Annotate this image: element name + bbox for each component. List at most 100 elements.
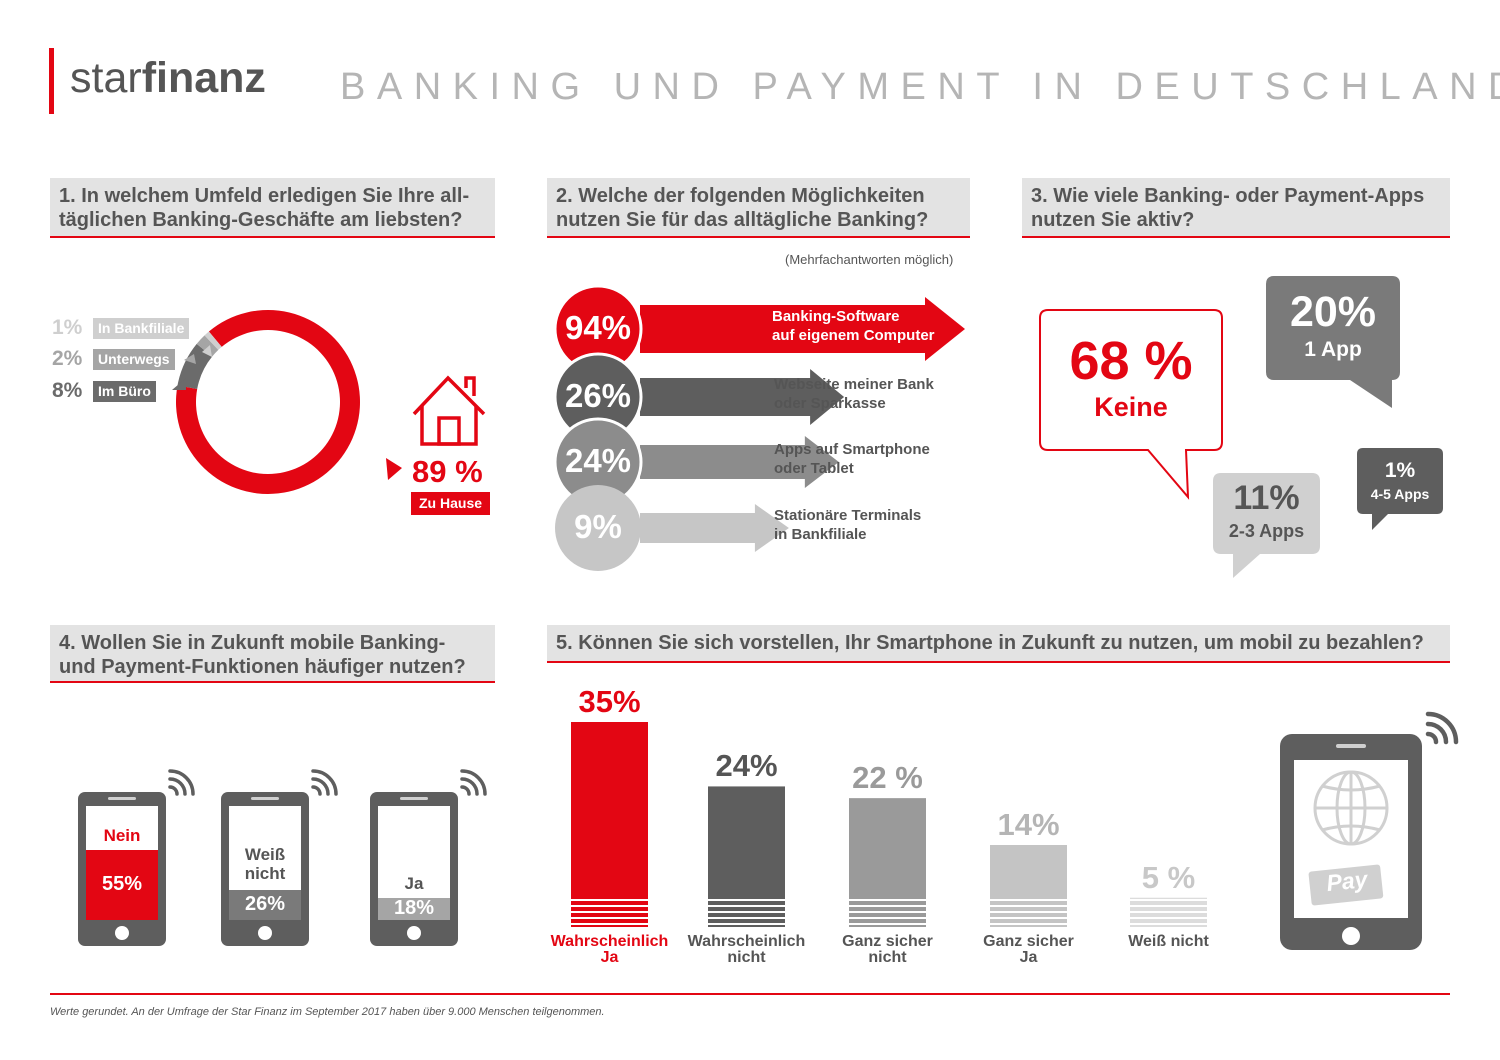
q2-arrow-chart <box>553 285 965 571</box>
q4-phone-fill-2 <box>229 890 301 920</box>
q1-donut-chart <box>172 310 486 494</box>
q2-arrow-4 <box>640 504 789 552</box>
q3-pct-1-app: 20% <box>1289 288 1377 336</box>
footer-rule <box>50 993 1450 995</box>
q2-pct-4: 9% <box>574 508 622 545</box>
q5-category-2: Wahrscheinlich nicht <box>687 933 806 966</box>
question-1-line-2: täglichen Banking-Geschäfte am liebsten? <box>59 209 463 231</box>
q1-label-zuhause: Zu Hause <box>411 492 491 515</box>
q3-label-2-3-apps: 2-3 Apps <box>1228 521 1305 541</box>
q4-label-3: Ja <box>404 874 424 893</box>
donut-pointer-buero <box>172 378 186 390</box>
wifi-signal-icon <box>311 769 338 796</box>
q5-value-2: 24% <box>715 748 778 784</box>
pay-phone-home-button <box>1342 927 1360 945</box>
brand-logo: starfinanz <box>70 54 266 102</box>
q3-pct-4-5-apps: 1% <box>1384 459 1416 482</box>
q5-value-4: 14% <box>997 807 1060 842</box>
q3-label-keine: Keine <box>1094 392 1168 422</box>
question-4-line-1: 4. Wollen Sie in Zukunft mobile Banking- <box>59 632 446 654</box>
q2-arrow-3 <box>640 436 839 488</box>
q2-label-3: Apps auf Smartphone oder Tablet <box>774 441 930 477</box>
q5-value-1: 35% <box>578 684 641 719</box>
q2-circle-3 <box>555 419 641 505</box>
q5-category-1: Wahrscheinlich Ja <box>550 933 669 966</box>
q5-bar-1 <box>571 722 648 927</box>
pay-tag <box>1308 864 1384 906</box>
q2-pct-1: 94% <box>564 309 632 346</box>
q4-phone-fill-1 <box>86 850 158 920</box>
q2-pct-3: 24% <box>564 442 632 479</box>
q1-pct-unterwegs: 2% <box>52 347 83 370</box>
q5-bar-2 <box>708 786 785 927</box>
wifi-signal-icon <box>460 769 487 796</box>
q2-note: (Mehrfachantworten möglich) <box>785 252 954 267</box>
q5-value-3: 22 % <box>852 760 923 796</box>
q4-phone-home-button-1 <box>115 926 129 940</box>
q5-category-3: Ganz sicher nicht <box>842 933 933 966</box>
question-1-line-1: 1. In welchem Umfeld erledigen Sie Ihre … <box>59 185 470 207</box>
wifi-signal-icon <box>168 769 195 796</box>
q1-pct-buero: 8% <box>52 379 83 402</box>
question-3-header: 3. Wie viele Banking- oder Payment-Apps … <box>1022 178 1450 238</box>
question-3-line-1: 3. Wie viele Banking- oder Payment-Apps <box>1031 185 1425 207</box>
q2-label-1: Banking-Software auf eigenem Computer <box>772 308 935 344</box>
question-4-header: 4. Wollen Sie in Zukunft mobile Banking-… <box>50 625 495 683</box>
pay-phone-illustration <box>1280 711 1459 950</box>
q2-arrow-2 <box>640 369 845 425</box>
q2-circle-4 <box>555 485 641 571</box>
question-4-line-2: und Payment-Funktionen häufiger nutzen? <box>59 656 466 678</box>
q3-label-1-app: 1 App <box>1304 338 1362 361</box>
bubble-4-5-apps <box>1357 448 1443 530</box>
bubble-1-app <box>1266 276 1400 408</box>
footnote: Werte gerundet. An der Umfrage der Star … <box>50 1006 605 1018</box>
donut-pointer-unterwegs <box>184 354 196 364</box>
q3-pct-2-3-apps: 11% <box>1233 479 1300 517</box>
wifi-signal-icon <box>1425 711 1459 745</box>
question-2-header: 2. Welche der folgenden Möglichkeiten nu… <box>547 178 970 238</box>
q1-label-buero: Im Büro <box>93 381 156 402</box>
q5-value-5: 5 % <box>1141 859 1196 895</box>
q4-pct-2: 26% <box>244 893 286 915</box>
question-1-header: 1. In welchem Umfeld erledigen Sie Ihre … <box>50 178 495 238</box>
house-icon <box>412 375 486 446</box>
q1-pct-bankfiliale: 1% <box>52 316 83 339</box>
q1-label-bankfiliale: In Bankfiliale <box>93 318 190 339</box>
q4-label-1: Nein <box>103 826 141 845</box>
q5-category-4: Ganz sicher Ja <box>983 933 1074 966</box>
question-2-line-2: nutzen Sie für das alltägliche Banking? <box>556 209 929 231</box>
bubble-2-3-apps <box>1213 473 1320 578</box>
bubble-keine <box>1039 309 1223 500</box>
q1-label-unterwegs: Unterwegs <box>93 349 175 370</box>
q4-pct-3: 18% <box>393 897 435 919</box>
q4-phone-home-button-3 <box>407 926 421 940</box>
q5-bar-3 <box>849 798 926 927</box>
logo-accent-bar <box>49 48 54 114</box>
leader-bankfiliale <box>202 345 212 357</box>
q5-bar-chart <box>571 722 1207 927</box>
q4-phone-fill-3 <box>378 898 450 920</box>
question-5-header: 5. Können Sie sich vorstellen, Ihr Smart… <box>547 625 1450 663</box>
q2-label-4: Stationäre Terminals in Bankfiliale <box>774 507 922 543</box>
q4-phone-home-button-2 <box>258 926 272 940</box>
globe-icon <box>1313 770 1389 846</box>
question-2-line-1: 2. Welche der folgenden Möglichkeiten <box>556 185 925 207</box>
donut-slice-in-bankfiliale <box>204 331 222 350</box>
question-3-line-2: nutzen Sie aktiv? <box>1031 209 1195 231</box>
q2-pct-2: 26% <box>564 377 632 414</box>
q2-arrow-1 <box>640 297 965 361</box>
q2-label-2: Webseite meiner Bank oder Sparkasse <box>774 376 934 412</box>
q4-phones <box>78 769 487 946</box>
q3-label-4-5-apps: 4-5 Apps <box>1370 486 1430 502</box>
q2-circle-2 <box>555 354 641 440</box>
q3-speech-bubbles <box>1039 276 1443 578</box>
page-title: BANKING UND PAYMENT IN DEUTSCHLAND <box>340 66 1500 108</box>
donut-slice-im-büro <box>177 343 213 390</box>
q5-category-5: Weiß nicht <box>1128 933 1209 950</box>
q3-pct-keine: 68 % <box>1069 331 1193 391</box>
q5-bar-4 <box>990 845 1067 927</box>
donut-slice-unterwegs <box>196 335 219 357</box>
q4-pct-1: 55% <box>101 873 143 895</box>
q4-label-2: Weiß nicht <box>244 845 286 883</box>
donut-pointer-zuhause <box>386 458 402 480</box>
